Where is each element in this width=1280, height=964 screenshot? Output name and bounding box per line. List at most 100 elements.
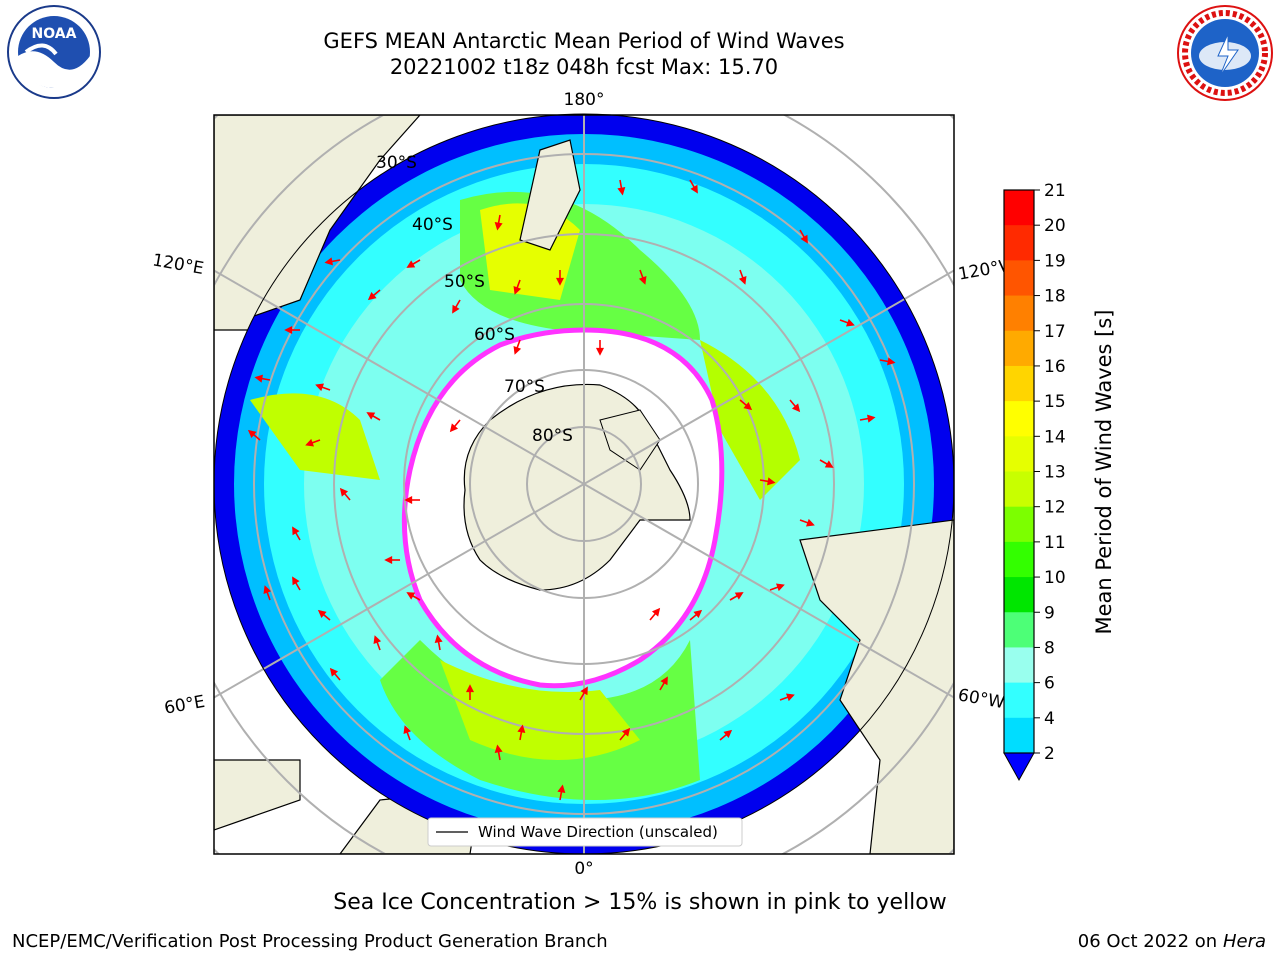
wave-arrow-head bbox=[324, 257, 333, 266]
wind-wave-arrows bbox=[247, 179, 896, 801]
colorbar-block bbox=[1004, 682, 1034, 719]
colorbar-block bbox=[1004, 295, 1034, 332]
wave-arrow-head bbox=[404, 495, 413, 505]
wave-arrow-head bbox=[292, 576, 300, 586]
wave-arrow-head bbox=[449, 423, 459, 433]
wave-arrow-head bbox=[406, 592, 416, 600]
wave-arrow-head bbox=[452, 304, 460, 314]
wave-arrow-head bbox=[690, 184, 698, 194]
wave-arrow-head bbox=[580, 686, 588, 696]
legend-label: Wind Wave Direction (unscaled) bbox=[478, 823, 718, 841]
wave-arrow-head bbox=[887, 357, 896, 366]
wave-arrow-head bbox=[555, 277, 565, 286]
wave-arrow-head bbox=[513, 286, 522, 295]
wave-arrow-head bbox=[517, 724, 526, 733]
colorbar-block bbox=[1004, 365, 1034, 402]
lat-label-30s: 30°S bbox=[376, 153, 417, 173]
colorbar-blocks bbox=[1004, 190, 1034, 754]
colorbar-tick-label: 19 bbox=[1044, 251, 1066, 271]
chart-title-line2: 20221002 t18z 048h fcst Max: 15.70 bbox=[389, 55, 779, 79]
colorbar-tick-label: 15 bbox=[1044, 392, 1066, 412]
land-new-zealand bbox=[519, 139, 581, 251]
wave-arrow-head bbox=[254, 374, 263, 383]
wave-arrow-head bbox=[738, 276, 747, 285]
colorbar-block bbox=[1004, 647, 1034, 684]
colorbar-tick-label: 11 bbox=[1044, 533, 1066, 553]
colorbar-tick-label: 16 bbox=[1044, 357, 1066, 377]
wave-arrow-head bbox=[317, 609, 327, 619]
wave-arrow-head bbox=[638, 276, 647, 285]
wave-arrow-head bbox=[494, 222, 503, 231]
colorbar: 21 20 19 18 17 16 15 14 13 12 11 10 9 8 6 4 2 bbox=[990, 180, 1120, 790]
lat-label-70s: 70°S bbox=[504, 377, 545, 397]
colorbar-block bbox=[1004, 225, 1034, 261]
colorbar-block bbox=[1004, 541, 1034, 578]
wave-arrow-head bbox=[867, 414, 876, 423]
colorbar-label-wrap: Mean Period of Wind Waves [s] bbox=[1084, 290, 1124, 650]
footer-date-text: 06 Oct 2022 on bbox=[1077, 931, 1223, 952]
wave-arrow-head bbox=[595, 347, 605, 356]
wave-arrow-head bbox=[263, 585, 272, 594]
footer-host: Hera bbox=[1222, 931, 1266, 952]
colorbar-tick-label: 13 bbox=[1044, 463, 1066, 483]
chart-title-line1: GEFS MEAN Antarctic Mean Period of Wind … bbox=[323, 29, 845, 53]
wave-arrow-head bbox=[786, 693, 795, 702]
footer-date: 06 Oct 2022 on Hera bbox=[1078, 931, 1266, 952]
wave-arrow-head bbox=[384, 555, 393, 565]
land-madagascar-region bbox=[214, 759, 301, 831]
wave-arrow-head bbox=[403, 725, 412, 734]
wave-arrow-head bbox=[366, 412, 376, 420]
colorbar-block bbox=[1004, 717, 1034, 754]
wave-arrow-head bbox=[557, 784, 566, 793]
colorbar-tick-label: 6 bbox=[1044, 674, 1055, 694]
colorbar-block bbox=[1004, 330, 1034, 367]
wave-arrow-head bbox=[776, 583, 785, 592]
graticule bbox=[214, 115, 954, 854]
colorbar-block bbox=[1004, 577, 1034, 613]
wave-arrow-head bbox=[734, 592, 744, 600]
map-frame bbox=[213, 114, 955, 855]
colorbar-ticks: 21 20 19 18 17 16 15 14 13 12 11 10 9 8 6 4 2 bbox=[1034, 181, 1066, 764]
colorbar-block bbox=[1004, 190, 1034, 226]
wave-arrow-head bbox=[284, 325, 293, 335]
noaa-logo: NOAA bbox=[6, 4, 102, 100]
colorbar-tick-label: 20 bbox=[1044, 216, 1066, 236]
colorbar-tick-label: 18 bbox=[1044, 287, 1066, 307]
colorbar-block bbox=[1004, 260, 1034, 297]
colorbar-tick-label: 8 bbox=[1044, 638, 1055, 658]
wave-arrow-head bbox=[791, 403, 801, 413]
wave-arrow-head bbox=[723, 729, 733, 739]
legend-box bbox=[427, 817, 743, 847]
colorbar-tick-label: 2 bbox=[1044, 744, 1055, 764]
wave-arrow-head bbox=[767, 477, 776, 486]
colorbar-block bbox=[1004, 506, 1034, 543]
footer-credit: NCEP/EMC/Verification Post Processing Pr… bbox=[12, 931, 608, 952]
lat-label-50s: 50°S bbox=[444, 272, 485, 292]
wave-arrow-head bbox=[315, 383, 324, 392]
colorbar-block bbox=[1004, 401, 1034, 437]
wave-arrow-head bbox=[617, 187, 626, 196]
wave-arrow-head bbox=[846, 318, 855, 327]
colorbar-tick-label: 10 bbox=[1044, 568, 1066, 588]
colorbar-tick-label: 12 bbox=[1044, 498, 1066, 518]
colorbar-block bbox=[1004, 436, 1034, 472]
lon-label-60e: 60°E bbox=[163, 692, 207, 719]
wave-arrow-head bbox=[800, 234, 808, 244]
wave-arrow-head bbox=[824, 460, 834, 468]
colorbar-extend-arrow bbox=[1003, 752, 1035, 782]
lon-label-120e: 120°E bbox=[151, 250, 205, 279]
wave-arrow-head bbox=[406, 260, 416, 268]
wave-arrow-head bbox=[651, 607, 661, 617]
wave-arrow-head bbox=[621, 727, 631, 737]
lat-label-40s: 40°S bbox=[412, 215, 453, 235]
wave-arrow-head bbox=[660, 676, 668, 686]
lon-label-180: 180° bbox=[564, 90, 605, 110]
colorbar-block bbox=[1004, 612, 1034, 648]
wave-arrow-head bbox=[743, 401, 753, 411]
wave-arrow-head bbox=[434, 634, 443, 643]
colorbar-tick-label: 4 bbox=[1044, 709, 1055, 729]
sea-ice-note: Sea Ice Concentration > 15% is shown in … bbox=[333, 890, 947, 915]
wave-arrow-head bbox=[305, 438, 314, 447]
wave-arrow-head bbox=[513, 346, 522, 355]
